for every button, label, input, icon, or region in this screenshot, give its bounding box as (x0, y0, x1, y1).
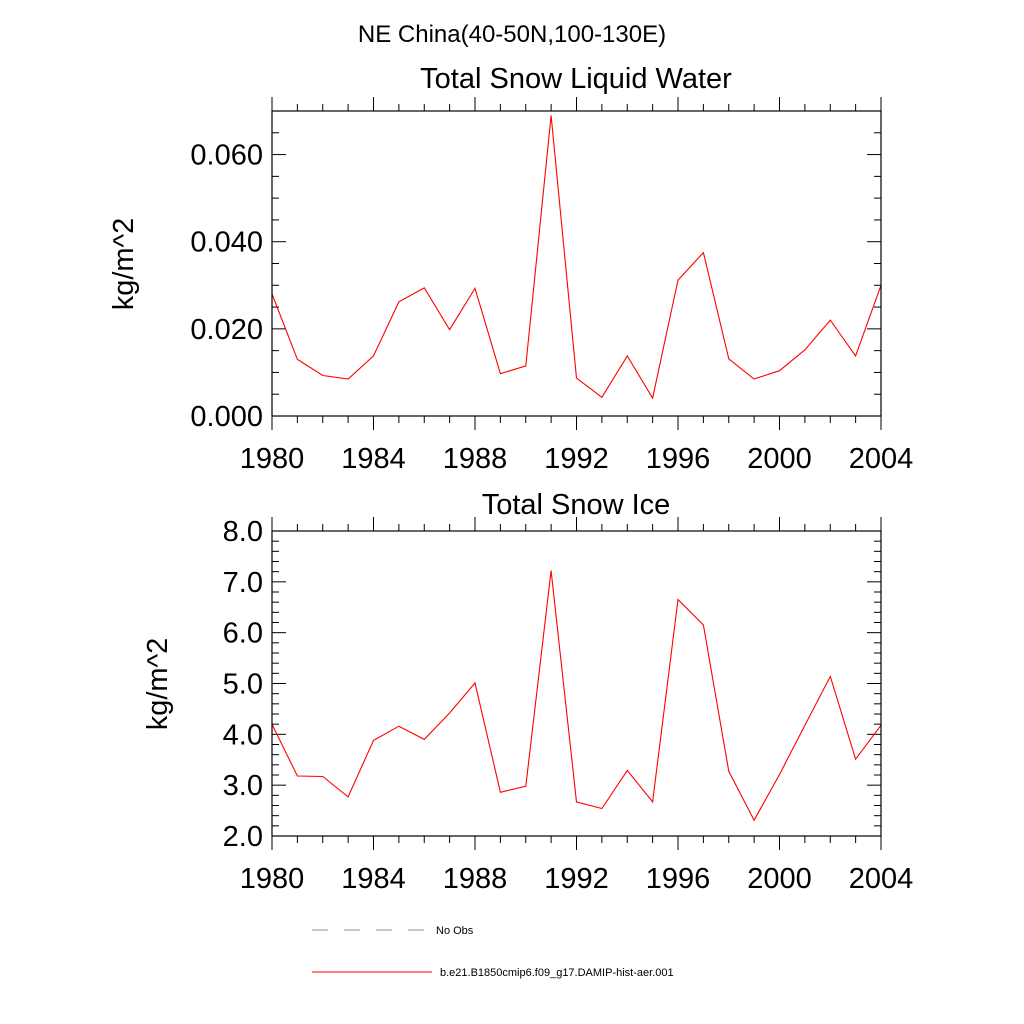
x-tick-label: 1980 (240, 443, 305, 475)
y-tick-label: 4.0 (223, 719, 263, 751)
legend: No Obs b.e21.B1850cmip6.f09_g17.DAMIP-hi… (312, 925, 674, 979)
plot-frame-snow-liquid-water (271, 110, 882, 417)
y-tick-label: 0.060 (190, 140, 263, 172)
x-tick-label: 2004 (849, 863, 914, 895)
x-tick-label: 1992 (544, 863, 609, 895)
tick-labels-snow-ice: 1980 1984 1988 1992 1996 2000 2004 2.0 3.0 4.0 5.0… (223, 516, 914, 895)
panel-title-snow-ice: Total Snow Ice (482, 489, 671, 521)
x-tick-label: 1988 (443, 443, 508, 475)
y-axis-label-snow-ice: kg/m^2 (142, 638, 174, 731)
y-tick-label: 2.0 (223, 821, 263, 853)
x-tick-label: 1980 (240, 863, 305, 895)
y-tick-label: 0.020 (190, 314, 263, 346)
y-tick-label: 3.0 (223, 770, 263, 802)
y-tick-label: 5.0 (223, 669, 263, 701)
series-line-snow-ice (271, 570, 882, 822)
panel-snow-liquid-water: Total Snow Liquid Water kg/m^2 1980 1984 1… (108, 63, 913, 475)
x-tick-label: 1984 (341, 443, 406, 475)
legend-label-no-obs: No Obs (436, 925, 474, 937)
y-axis-label-snow-liquid-water: kg/m^2 (108, 218, 140, 311)
x-tick-label: 1988 (443, 863, 508, 895)
tick-labels-snow-liquid-water: 1980 1984 1988 1992 1996 2000 2004 0.000 0.020 0.… (190, 140, 913, 475)
y-tick-label: 7.0 (223, 567, 263, 599)
x-tick-label: 2004 (849, 443, 914, 475)
y-tick-label: 8.0 (223, 516, 263, 548)
y-tick-label: 6.0 (223, 618, 263, 650)
y-tick-label: 0.000 (190, 401, 263, 433)
x-tick-label: 2000 (747, 863, 812, 895)
panel-snow-ice: Total Snow Ice kg/m^2 1980 1984 1988 1992 19… (142, 489, 913, 895)
x-tick-label: 1996 (646, 443, 711, 475)
legend-label-model: b.e21.B1850cmip6.f09_g17.DAMIP-hist-aer.… (440, 967, 674, 979)
figure-suptitle: NE China(40-50N,100-130E) (358, 21, 666, 48)
panel-title-snow-liquid-water: Total Snow Liquid Water (420, 63, 732, 95)
plot-frame-snow-ice (271, 530, 882, 837)
x-tick-label: 1996 (646, 863, 711, 895)
series-line-snow-liquid-water (271, 115, 882, 400)
x-tick-label: 1992 (544, 443, 609, 475)
x-tick-label: 1984 (341, 863, 406, 895)
x-tick-label: 2000 (747, 443, 812, 475)
axis-ticks-snow-liquid-water (271, 97, 882, 430)
y-tick-label: 0.040 (190, 227, 263, 259)
